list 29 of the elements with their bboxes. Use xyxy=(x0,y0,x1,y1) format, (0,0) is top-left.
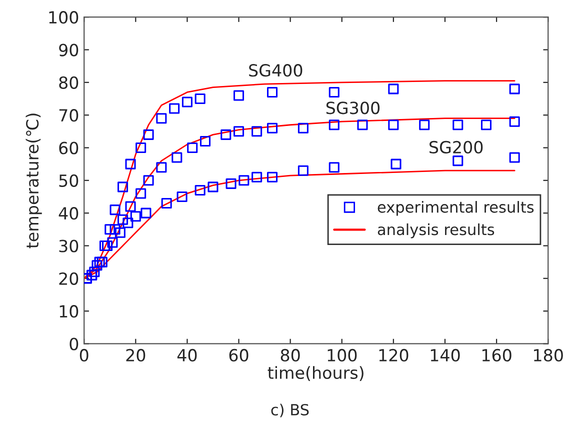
annotation: SG300 xyxy=(326,102,380,114)
x-axis-title: time(hours) xyxy=(268,366,364,381)
x-tick-label: 160 xyxy=(482,348,512,362)
y-tick-label: 20 xyxy=(59,272,78,285)
y-tick-label: 80 xyxy=(59,76,78,89)
y-tick-label: 0 xyxy=(70,338,78,350)
y-tick-label: 40 xyxy=(58,207,78,220)
legend-label: experimental results xyxy=(378,201,534,216)
y-tick-label: 30 xyxy=(59,240,78,252)
legend-label: analysis results xyxy=(378,223,494,238)
x-tick-label: 40 xyxy=(177,348,197,362)
y-tick-label: 50 xyxy=(59,174,78,187)
y-tick-label: 10 xyxy=(60,305,78,318)
x-tick-label: 0 xyxy=(80,348,88,362)
annotation: SG400 xyxy=(249,64,302,77)
annotation: SG200 xyxy=(430,140,483,154)
x-tick-label: 140 xyxy=(430,348,460,362)
y-tick-label: 60 xyxy=(59,142,78,154)
y-tick-label: 100 xyxy=(49,11,78,24)
x-tick-label: 60 xyxy=(229,348,248,362)
x-tick-label: 120 xyxy=(379,348,408,362)
x-tick-label: 20 xyxy=(126,348,146,362)
y-axis-title: temperature(℃) xyxy=(26,114,42,248)
y-tick-label: 90 xyxy=(59,44,78,56)
text: c) BS xyxy=(271,404,309,418)
y-tick-label: 70 xyxy=(59,109,78,122)
x-tick-label: 100 xyxy=(328,348,357,362)
x-tick-label: 180 xyxy=(534,348,563,362)
x-tick-label: 80 xyxy=(280,348,300,362)
